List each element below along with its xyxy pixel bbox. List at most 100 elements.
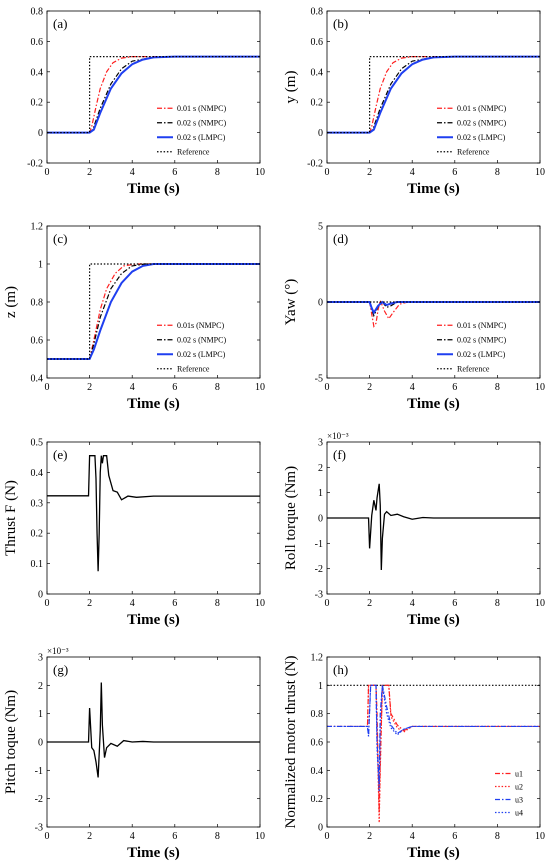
series-line-0-01-s-nmpc- [327, 298, 540, 328]
y-tick-label: -3 [35, 823, 43, 834]
y-tick-label: 0.8 [311, 709, 324, 720]
x-tick-label: 4 [130, 831, 135, 842]
series-line-line-0 [47, 455, 260, 572]
y-tick-label: 3 [318, 438, 323, 449]
y-tick-label: 0.4 [31, 468, 44, 479]
x-tick-label: 8 [495, 831, 500, 842]
y-tick-label: 3 [38, 653, 43, 664]
y-tick-label: 0.6 [31, 37, 44, 48]
legend-entry: 0.01 s (NMPC) [457, 321, 506, 330]
legend-entry: 0.02 s (NMPC) [457, 119, 506, 128]
series-line-line-0 [47, 682, 260, 778]
legend-entry: Reference [457, 365, 490, 374]
y-tick-label: 1 [38, 260, 43, 271]
series-line-0-02-s-lmpc- [47, 55, 260, 134]
series-line-line-0 [327, 483, 540, 570]
y-axis-label: Pitch toque (Nm) [3, 690, 19, 794]
series-line-reference [327, 56, 540, 134]
y-axis-label: y (m) [283, 71, 299, 104]
y-axis-label: Thrust F (N) [3, 480, 19, 556]
y-tick-label: 0.3 [31, 498, 44, 509]
legend-entry: 0.01 s (NMPC) [457, 104, 506, 113]
y-tick-label: -5 [315, 374, 323, 385]
y-axis-label: z (m) [3, 286, 19, 318]
x-tick-label: 8 [215, 831, 220, 842]
x-tick-label: 4 [130, 598, 135, 609]
y-tick-label: 0.4 [31, 67, 44, 78]
legend-entry: u3 [515, 795, 523, 804]
y-tick-label: 0.2 [311, 794, 324, 805]
x-tick-label: 0 [45, 382, 50, 393]
x-tick-label: 8 [495, 382, 500, 393]
y-axis-label: Roll torque (Nm) [283, 466, 299, 570]
chart-panel-c: 0 2 4 6 8 10 0.4 0.6 0.8 1 1.2 Time (s) z (m) (c) 0.01… [3, 222, 265, 413]
y-tick-label: -3 [315, 590, 323, 601]
series-line-0-01-s-nmpc- [327, 56, 540, 134]
y-tick-label: 2 [318, 463, 323, 474]
axes-frame [326, 10, 541, 164]
panel-tag: (c) [53, 231, 67, 246]
x-tick-label: 0 [325, 598, 330, 609]
y-tick-label: 0 [38, 590, 43, 601]
series-line-reference [47, 56, 260, 134]
x-axis-label: Time (s) [407, 396, 460, 412]
x-tick-label: 2 [367, 831, 372, 842]
y-tick-label: 0.2 [31, 98, 44, 109]
y-tick-label: -1 [315, 539, 323, 550]
legend-entry: 0.02 s (LMPC) [457, 350, 506, 359]
x-tick-label: 0 [325, 831, 330, 842]
series-line-0-02-s-lmpc- [47, 263, 260, 360]
axes-frame [46, 441, 261, 595]
x-tick-label: 6 [452, 831, 457, 842]
series-line-u1 [327, 684, 540, 813]
y-tick-label: 0 [318, 298, 323, 309]
series-line-reference [47, 263, 260, 360]
y-tick-label: 0.8 [31, 7, 44, 18]
x-tick-label: 4 [130, 382, 135, 393]
legend-entry: Reference [177, 365, 210, 374]
x-tick-label: 8 [495, 598, 500, 609]
y-axis-label: Normalized motor thrust (N) [283, 656, 299, 829]
axes-frame [46, 10, 261, 164]
legend: 0.01 s (NMPC) 0.02 s (NMPC) 0.02 s (LMPC) R… [437, 104, 506, 157]
y-tick-label: 1 [318, 488, 323, 499]
legend-entry: 0.02 s (LMPC) [177, 350, 226, 359]
x-tick-label: 2 [87, 831, 92, 842]
x-tick-label: 10 [255, 598, 265, 609]
x-tick-label: 10 [535, 382, 545, 393]
x-tick-label: 6 [452, 382, 457, 393]
y-tick-label: 0 [38, 738, 43, 749]
x-tick-label: 6 [172, 167, 177, 178]
chart-panel-f: 0 2 4 6 8 10 -3 -2 -1 0 1 2 3 Time (s) Roll torque (Nm… [283, 431, 545, 628]
y-tick-label: 0 [318, 823, 323, 834]
series-line-0-02-s-nmpc- [47, 263, 260, 360]
x-tick-label: 6 [452, 598, 457, 609]
x-tick-label: 4 [410, 167, 415, 178]
y-tick-label: 0.1 [31, 559, 44, 570]
panel-tag: (f) [333, 447, 346, 462]
x-tick-label: 6 [452, 167, 457, 178]
legend-entry: 0.02 s (NMPC) [177, 119, 226, 128]
x-tick-label: 10 [535, 598, 545, 609]
legend-entry: 0.02 s (NMPC) [457, 336, 506, 345]
y-tick-label: 0.8 [311, 7, 324, 18]
x-tick-label: 6 [172, 382, 177, 393]
x-axis-label: Time (s) [127, 612, 180, 628]
x-tick-label: 4 [130, 167, 135, 178]
series-line-0-02-s-nmpc- [47, 56, 260, 134]
axis-exponent: ×10⁻³ [327, 431, 349, 441]
x-tick-label: 2 [367, 382, 372, 393]
x-tick-label: 2 [87, 167, 92, 178]
legend-entry: 0.02 s (LMPC) [177, 133, 226, 142]
series-line-u3 [327, 684, 540, 785]
x-tick-label: 8 [215, 382, 220, 393]
y-tick-label: 1.2 [311, 653, 324, 664]
x-tick-label: 0 [45, 598, 50, 609]
y-tick-label: 0.2 [31, 529, 44, 540]
legend-entry: 0.02 s (LMPC) [457, 133, 506, 142]
legend-entry: u1 [515, 769, 523, 778]
x-axis-label: Time (s) [127, 845, 180, 861]
y-tick-label: 0.6 [311, 738, 324, 749]
legend-entry: 0.01 s (NMPC) [177, 104, 226, 113]
x-tick-label: 8 [495, 167, 500, 178]
